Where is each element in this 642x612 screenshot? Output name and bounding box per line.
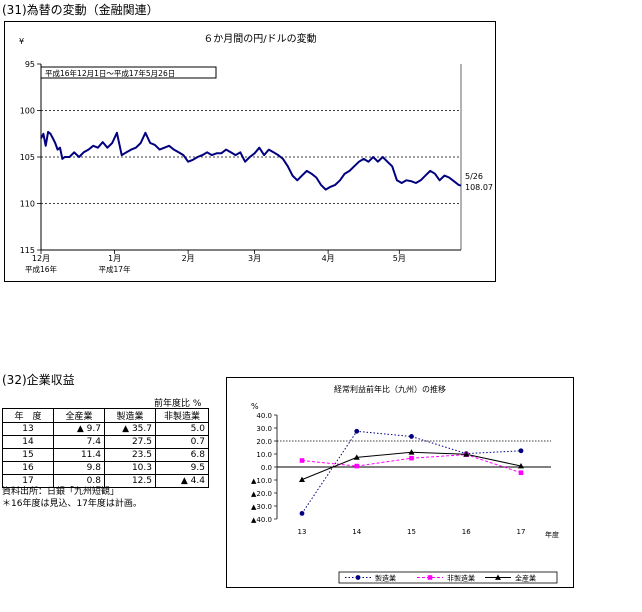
- table-row: 13 ▲ 9.7 ▲ 35.7 5.0: [2, 422, 209, 436]
- x-tick-label: 16: [462, 528, 471, 536]
- nonmfg-cell: ▲ 4.4: [155, 474, 209, 488]
- circle-marker: [299, 511, 305, 516]
- fiscal-year-label: 年度: [545, 530, 559, 539]
- period-label-box: [40, 66, 217, 79]
- circle-marker: [518, 448, 524, 454]
- year-cell: 13: [2, 422, 54, 436]
- year-cell: 16: [2, 461, 54, 475]
- exchange-rate-chart: ６か月間の円/ドルの変動 ¥ 9510010511011512月平成16年1月平…: [19, 32, 493, 274]
- notes: 資料出所：日銀「九州短観」 ＊16年度は見込、17年度は計画。: [2, 486, 142, 510]
- y-tick-label: 105: [20, 153, 35, 162]
- square-marker: [409, 455, 414, 461]
- profit-chart-title: 経常利益前年比（九州）の推移: [334, 384, 446, 394]
- circle-marker: [355, 575, 361, 580]
- y-tick-label: 95: [25, 60, 35, 69]
- nonmfg-cell: 5.0: [155, 422, 209, 436]
- mfg-cell: 10.3: [104, 461, 156, 475]
- mfg-cell: 23.5: [104, 448, 156, 462]
- triangle-marker: [299, 476, 305, 483]
- source-note: 資料出所：日銀「九州短観」: [2, 487, 120, 497]
- end-date-label: 5/26: [465, 172, 483, 181]
- x-tick-label: 4月: [322, 254, 335, 263]
- x-tick-label: 3月: [248, 254, 261, 263]
- y-tick-label: ▲10.0: [251, 477, 272, 485]
- mfg-cell: ▲ 35.7: [104, 422, 156, 436]
- square-marker: [518, 470, 524, 476]
- table-row: 16 9.8 10.3 9.5: [2, 461, 209, 475]
- profit-table: 年 度 全産業 製造業 非製造業 13 ▲ 9.7 ▲ 35.7 5.0 14 …: [2, 408, 209, 488]
- year-cell: 17: [2, 474, 54, 488]
- circle-marker: [354, 428, 360, 434]
- y-tick-label: 30.0: [256, 425, 272, 433]
- x-tick-label: 1月: [108, 254, 121, 263]
- x-tick-label: 14: [352, 528, 361, 536]
- exchange-chart-frame: ６か月間の円/ドルの変動 ¥ 95 100 105 110 115 12月 平成16年 1月平…: [4, 21, 496, 282]
- x-tick-label: 17: [517, 528, 526, 536]
- square-marker: [427, 575, 433, 580]
- nonmfg-cell: 0.7: [155, 435, 209, 449]
- square-marker: [354, 463, 360, 469]
- x-tick-label: 15: [407, 528, 416, 536]
- all-cell: 9.8: [53, 461, 105, 475]
- percent-unit-label: %: [251, 402, 259, 411]
- series-line-circle: [301, 430, 522, 514]
- y-tick-label: ▲30.0: [251, 503, 272, 511]
- profit-legend: [338, 571, 558, 584]
- header-non-manufacturing: 非製造業: [155, 408, 209, 423]
- triangle-marker: [408, 449, 415, 455]
- year-cell: 15: [2, 448, 54, 462]
- x-tick-sublabel: 平成17年: [99, 264, 132, 274]
- header-year: 年 度: [2, 408, 54, 423]
- y-tick-label: 115: [20, 246, 35, 255]
- x-tick-label: 2月: [182, 254, 195, 263]
- yen-dollar-series-line: [40, 130, 462, 191]
- circle-marker: [409, 434, 414, 439]
- year-cell: 14: [2, 435, 54, 449]
- table-row: 14 7.4 27.5 0.7: [2, 435, 209, 449]
- footnote: ＊16年度は見込、17年度は計画。: [2, 499, 142, 509]
- yen-unit-label: ¥: [19, 37, 24, 46]
- triangle-marker: [495, 574, 501, 580]
- triangle-marker: [353, 454, 360, 460]
- nonmfg-cell: 6.8: [155, 448, 209, 462]
- legend-label: 製造業: [375, 574, 396, 583]
- section-32-title: (32)企業収益: [2, 373, 75, 387]
- y-tick-label: ▲40.0: [251, 516, 272, 524]
- profit-change-chart: 経常利益前年比（九州）の推移 % 年度 40.0 30.0 20.0 10.0 0.0 ▲…: [251, 384, 559, 584]
- section-31-title: (31)為替の変動（金融関連）: [2, 3, 159, 17]
- square-marker: [299, 458, 305, 463]
- y-tick-label: 100: [20, 107, 35, 116]
- period-label: 平成16年12月1日～平成17年5月26日: [45, 68, 175, 78]
- legend-label: 非製造業: [447, 574, 475, 583]
- y-tick-label: 40.0: [256, 412, 272, 420]
- table-row: 17 0.8 12.5 ▲ 4.4: [2, 474, 209, 488]
- x-tick-label: 12月: [32, 254, 50, 263]
- header-all-industries: 全産業: [53, 408, 105, 423]
- all-cell: ▲ 9.7: [53, 422, 105, 436]
- mfg-cell: 27.5: [104, 435, 156, 449]
- triangle-marker: [463, 451, 470, 457]
- exchange-chart-title: ６か月間の円/ドルの変動: [203, 32, 316, 45]
- all-cell: 11.4: [53, 448, 105, 462]
- triangle-marker: [518, 462, 524, 469]
- x-tick-sublabel: 平成16年: [25, 264, 58, 274]
- table-unit-caption: 前年度比 %: [154, 399, 202, 409]
- y-tick-label: 0.0: [261, 464, 272, 472]
- nonmfg-cell: 9.5: [155, 461, 209, 475]
- end-value-label: 108.07: [465, 183, 493, 192]
- y-tick-label: 10.0: [256, 451, 272, 459]
- all-cell: 7.4: [53, 435, 105, 449]
- x-tick-label: 13: [298, 528, 307, 536]
- table-header-row: 年 度 全産業 製造業 非製造業: [2, 408, 209, 423]
- legend-label: 全産業: [515, 574, 536, 583]
- profit-chart-frame: 経常利益前年比（九州）の推移 % 年度 40.0 30.0 20.0 10.0 0.0 ▲…: [226, 377, 574, 588]
- table-row: 15 11.4 23.5 6.8: [2, 448, 209, 462]
- x-tick-label: 5月: [393, 254, 406, 263]
- y-tick-label: 110: [20, 200, 35, 209]
- header-manufacturing: 製造業: [104, 408, 156, 423]
- y-tick-label: 20.0: [256, 438, 272, 446]
- y-tick-label: ▲20.0: [251, 490, 272, 498]
